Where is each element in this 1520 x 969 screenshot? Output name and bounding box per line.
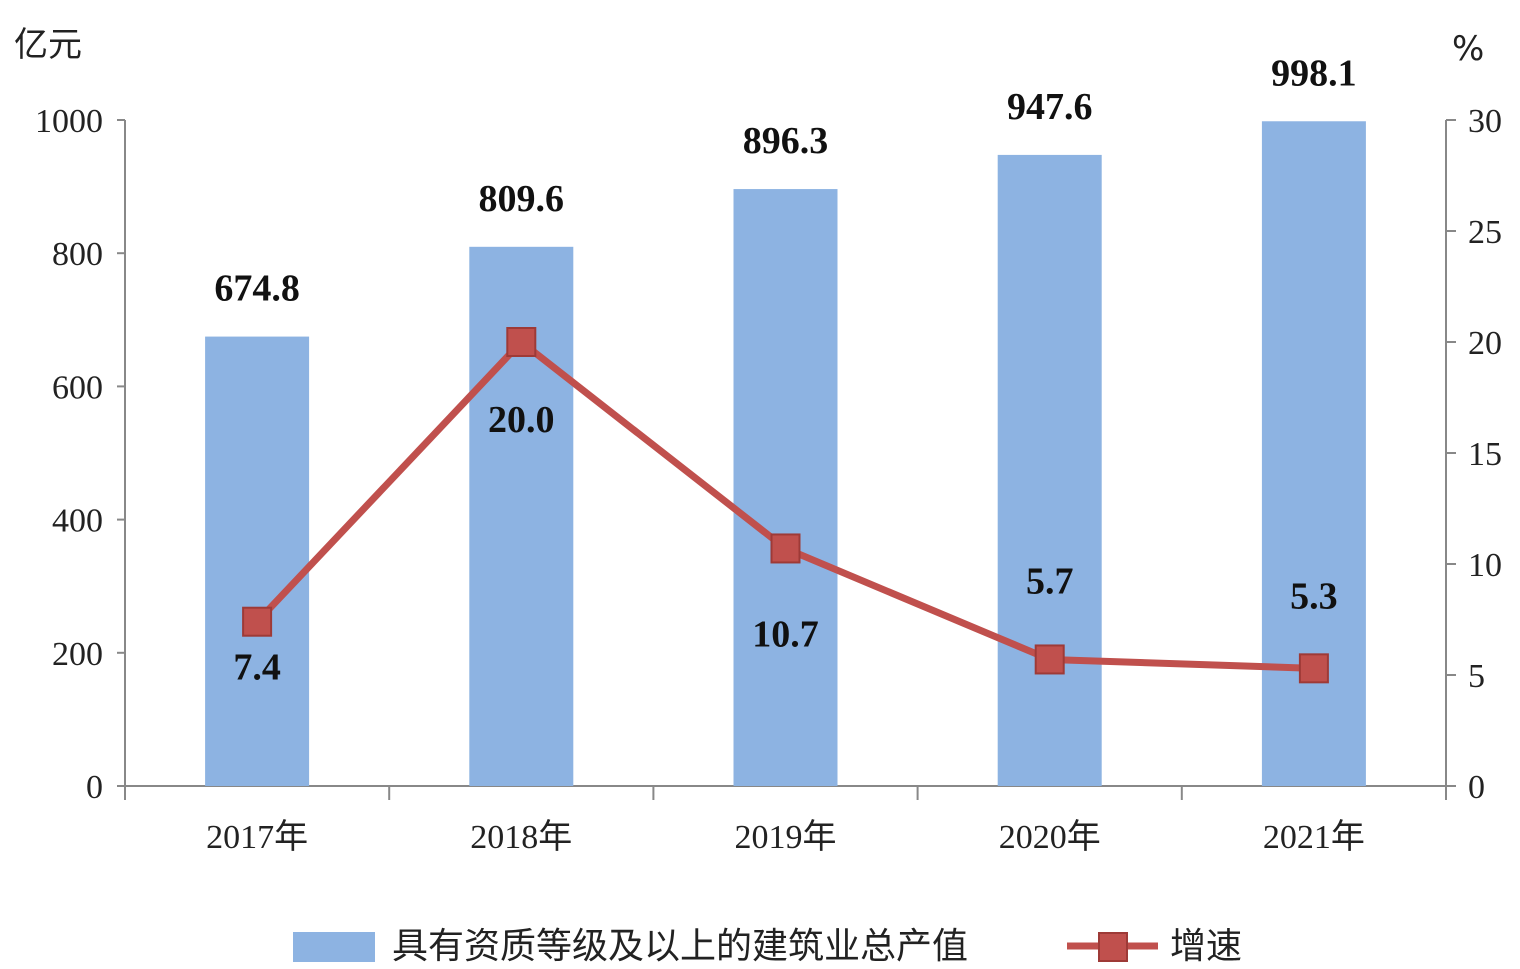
bar-data-label: 947.6 bbox=[1007, 86, 1093, 128]
legend-line-label: 增速 bbox=[1170, 926, 1242, 967]
line-data-label: 10.7 bbox=[752, 613, 819, 655]
legend-bar-label: 具有资质等级及以上的建筑业总产值 bbox=[392, 926, 968, 967]
x-axis-tick-label: 2018年 bbox=[470, 818, 572, 856]
x-axis-tick-label: 2017年 bbox=[206, 818, 308, 856]
line-point bbox=[770, 533, 801, 564]
right-axis-tick-label: 5 bbox=[1468, 658, 1485, 695]
legend: 具有资质等级及以上的建筑业总产值 增速 bbox=[293, 926, 1242, 967]
bar-data-label: 809.6 bbox=[479, 178, 565, 220]
data-labels: 674.8 809.6 896.3 947.6 998.1 7.4 20.0 10.7 5.7 5… bbox=[214, 52, 1356, 688]
bar-data-label: 998.1 bbox=[1271, 52, 1357, 94]
line-data-label: 5.3 bbox=[1290, 575, 1338, 617]
bar bbox=[1261, 121, 1366, 787]
left-axis-tick-label: 800 bbox=[52, 236, 103, 273]
bar-data-label: 896.3 bbox=[743, 120, 829, 162]
axes: 0 200 400 600 800 1000 0 5 10 15 20 25 30 2017年 2018年 2… bbox=[35, 103, 1502, 856]
right-axis-tick-label: 20 bbox=[1468, 325, 1502, 362]
right-axis-unit: % bbox=[1452, 29, 1484, 69]
right-axis-tick-label: 15 bbox=[1468, 436, 1502, 473]
legend-bar-swatch bbox=[293, 932, 375, 962]
x-axis-tick-label: 2020年 bbox=[999, 818, 1101, 856]
x-axis-tick-label: 2021年 bbox=[1263, 818, 1365, 856]
right-axis-tick-label: 0 bbox=[1468, 769, 1485, 806]
right-axis-tick-label: 25 bbox=[1468, 214, 1502, 251]
bar-data-label: 674.8 bbox=[214, 268, 300, 310]
right-axis-tick-label: 30 bbox=[1468, 103, 1502, 140]
bar-series bbox=[205, 121, 1366, 787]
legend-line-marker bbox=[1098, 932, 1128, 962]
line-data-label: 7.4 bbox=[233, 647, 281, 689]
bar bbox=[997, 154, 1102, 786]
left-axis-tick-label: 400 bbox=[52, 503, 103, 540]
left-axis-tick-label: 600 bbox=[52, 369, 103, 406]
left-axis-tick-label: 0 bbox=[86, 769, 103, 806]
x-axis-tick-label: 2019年 bbox=[735, 818, 837, 856]
right-axis-tick-label: 10 bbox=[1468, 547, 1502, 584]
line-point bbox=[242, 606, 273, 637]
line-point bbox=[506, 327, 537, 357]
line-point bbox=[1298, 653, 1329, 684]
line-data-label: 5.7 bbox=[1026, 560, 1074, 602]
left-axis-tick-label: 200 bbox=[52, 636, 103, 673]
left-axis-unit: 亿元 bbox=[14, 25, 82, 65]
bar bbox=[733, 189, 838, 786]
left-axis-tick-label: 1000 bbox=[35, 103, 103, 140]
line-point bbox=[1034, 644, 1065, 675]
bar bbox=[205, 336, 310, 786]
line-series bbox=[242, 327, 1329, 684]
line-data-label: 20.0 bbox=[488, 399, 555, 441]
